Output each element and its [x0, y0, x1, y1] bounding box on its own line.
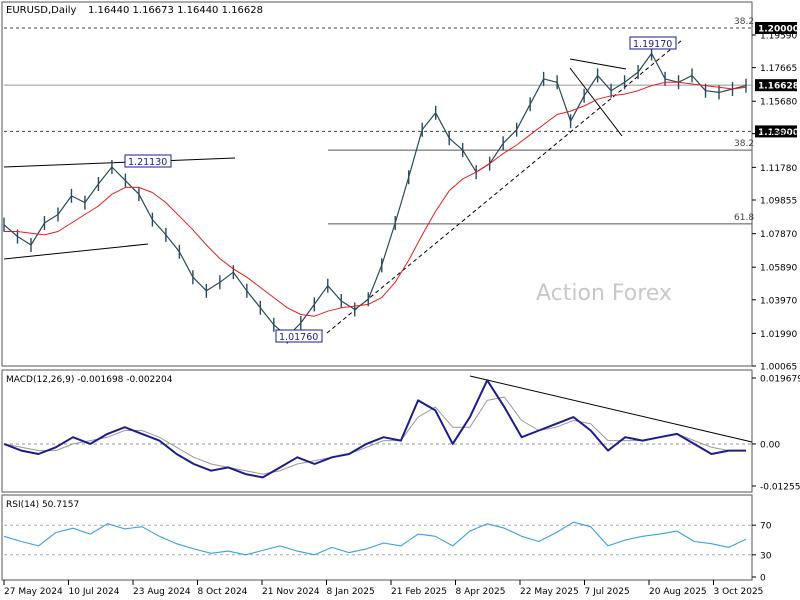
x-tick-label: 8 Oct 2024	[198, 587, 248, 597]
price-annotation-label: 1.19170	[633, 39, 672, 50]
x-tick-label: 22 May 2025	[520, 587, 579, 597]
macd-title: MACD(12,26,9) -0.001698 -0.002204	[6, 375, 173, 385]
price-annotation-label: 1.21130	[128, 157, 167, 168]
price-tick-label: 1.13770	[760, 130, 797, 140]
rsi-tick-label: 70	[760, 522, 772, 532]
rsi-line	[3, 521, 747, 556]
fib-label: 38.2	[734, 17, 754, 27]
price-line	[3, 52, 747, 338]
rsi-tick-label: 0	[760, 574, 766, 584]
price-tick-label: 1.01990	[760, 330, 797, 340]
x-tick-label: 20 Aug 2025	[649, 587, 707, 597]
price-annotation-box	[124, 154, 172, 168]
price-tick-label: 1.07870	[760, 230, 797, 240]
price-tick-label: 1.15680	[760, 98, 797, 108]
macd-tick-label: -0.012552	[760, 483, 800, 493]
price-tick-label: 1.11780	[760, 164, 797, 174]
rsi-title: RSI(14) 50.7157	[6, 500, 79, 510]
x-tick-label: 21 Nov 2024	[262, 587, 320, 597]
watermark: Action Forex	[536, 281, 672, 306]
price-tick-label: 1.09855	[760, 197, 797, 207]
price-tick-label: 1.19590	[760, 31, 797, 41]
trendline-upper-left	[3, 157, 236, 168]
price-level-badge	[755, 125, 797, 138]
price-level-badge	[755, 22, 797, 34]
price-level-label: 1.16628	[758, 82, 799, 92]
x-tick-label: 27 May 2024	[4, 587, 63, 597]
macd-tick-label: 0.00	[760, 440, 780, 450]
price-annotation-label: 1.01760	[279, 332, 318, 343]
x-tick-label: 8 Jan 2025	[327, 587, 375, 597]
x-tick-label: 8 Apr 2025	[456, 587, 506, 597]
x-tick-label: 23 Aug 2024	[133, 587, 191, 597]
trendlines	[3, 39, 753, 443]
trendline-lower-left	[3, 243, 149, 260]
macd-line	[3, 379, 746, 479]
chart-title: EURUSD,Daily	[6, 5, 77, 16]
price-level-label: 1.20000	[758, 25, 799, 35]
x-tick-label: 7 Jul 2025	[585, 587, 630, 597]
price-annotation-box	[629, 36, 677, 50]
ohlc-readout: 1.16440 1.16673 1.16440 1.16628	[88, 5, 263, 16]
x-tick-label: 10 Jul 2024	[69, 587, 120, 597]
trendline-channel-bottom	[569, 67, 623, 137]
rsi-tick-label: 30	[760, 551, 772, 561]
price-tick-label: 1.05890	[760, 264, 797, 274]
macd-tick-label: 0.019679	[760, 375, 800, 385]
price-level-label: 1.13900	[758, 128, 799, 138]
x-tick-label: 3 Oct 2025	[714, 587, 764, 597]
rsi-panel-frame	[1, 494, 753, 581]
price-tick-label: 1.00065	[760, 363, 797, 373]
price-level-badge	[755, 79, 797, 92]
price-annotation-box	[275, 329, 323, 343]
trendline-channel-top	[569, 58, 627, 70]
price-tick-label: 1.03970	[760, 296, 797, 306]
price-tick-label: 1.17665	[760, 64, 797, 74]
x-tick-label: 21 Feb 2025	[391, 587, 447, 597]
moving-average-line	[4, 81, 747, 317]
fib-label: 38.2	[734, 139, 754, 149]
trendline-macd-down	[469, 375, 753, 443]
price-panel-frame	[1, 1, 753, 367]
fib-label: 61.8	[734, 213, 754, 223]
